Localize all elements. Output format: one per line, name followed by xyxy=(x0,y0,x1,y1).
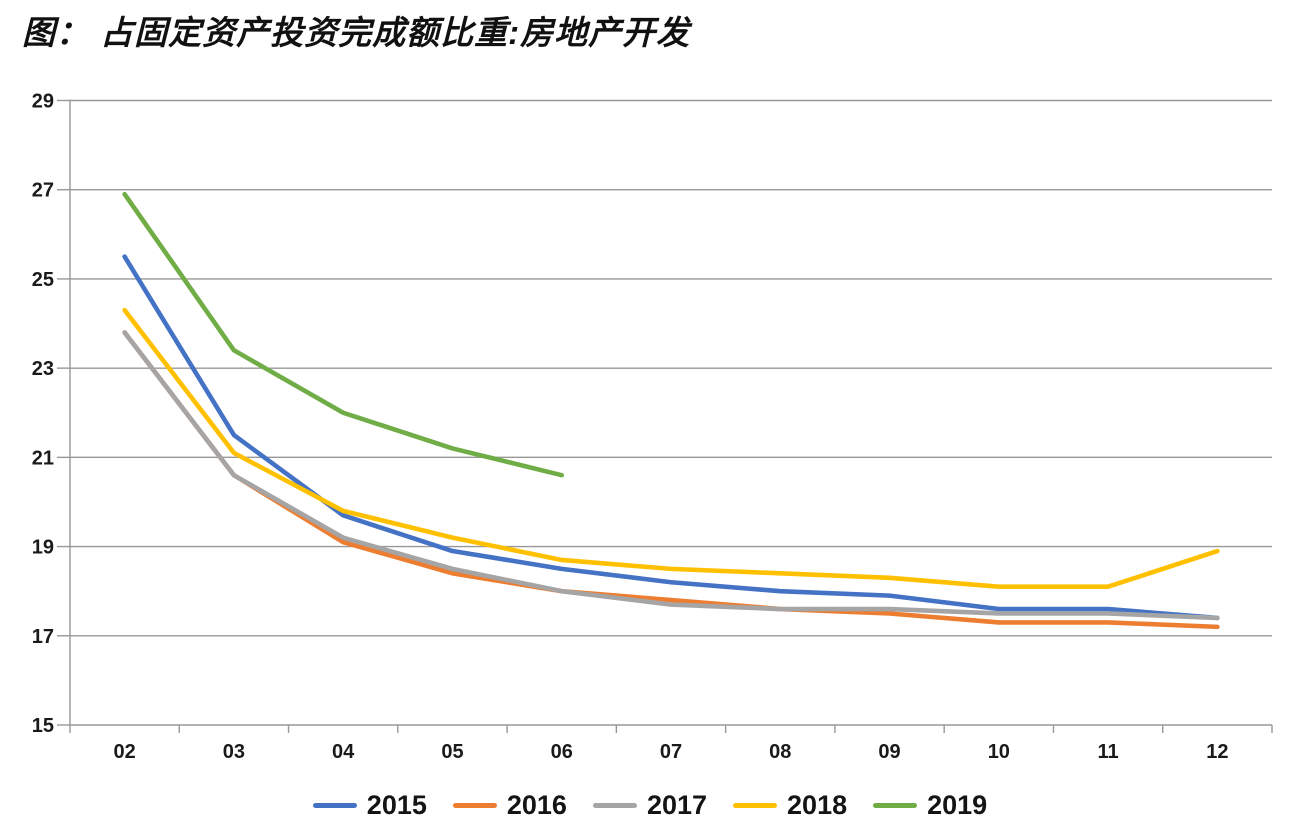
x-axis-tick-label: 08 xyxy=(769,741,791,763)
legend-swatch-2016 xyxy=(452,802,497,808)
y-axis-tick-label: 19 xyxy=(32,537,54,559)
x-axis-tick-label: 05 xyxy=(441,741,463,763)
y-axis-tick-label: 21 xyxy=(32,447,54,469)
legend-swatch-2018 xyxy=(733,802,778,808)
x-axis-tick-label: 07 xyxy=(660,741,682,763)
series-line-2016 xyxy=(122,330,1220,630)
legend-item-2015: 2015 xyxy=(312,789,427,820)
y-axis-tick-label: 15 xyxy=(32,715,54,737)
legend-swatch-2015 xyxy=(312,802,357,808)
legend-label: 2018 xyxy=(787,789,848,820)
y-axis-tick-label: 17 xyxy=(32,626,54,648)
x-axis-tick-label: 03 xyxy=(223,741,245,763)
x-axis-tick-label: 11 xyxy=(1098,741,1119,763)
legend-swatch-2019 xyxy=(873,802,918,808)
legend-item-2019: 2019 xyxy=(873,789,988,820)
chart-title: 图： 占固定资产投资完成额比重:房地产开发 xyxy=(22,14,691,51)
legend-label: 2019 xyxy=(927,789,988,820)
series-line-2018 xyxy=(122,307,1220,590)
series-line-2017 xyxy=(122,330,1220,621)
x-axis-tick-label: 06 xyxy=(551,741,573,763)
x-axis-tick-label: 12 xyxy=(1206,741,1228,763)
y-axis-tick-label: 23 xyxy=(32,358,54,380)
legend-label: 2017 xyxy=(646,789,708,820)
legend-item-2017: 2017 xyxy=(592,789,708,820)
x-axis-tick-label: 10 xyxy=(988,741,1010,763)
x-axis-tick-label: 09 xyxy=(878,741,900,763)
series-line-2019 xyxy=(122,191,565,478)
series-line-2015 xyxy=(122,254,1220,621)
x-axis-tick-label: 04 xyxy=(332,741,355,763)
legend-swatch-2017 xyxy=(592,802,637,808)
y-axis-tick-label: 29 xyxy=(32,91,54,113)
legend-item-2016: 2016 xyxy=(452,789,567,820)
legend-label: 2016 xyxy=(506,789,567,820)
y-axis-tick-label: 27 xyxy=(32,180,54,202)
legend-label: 2015 xyxy=(366,789,427,820)
legend-item-2018: 2018 xyxy=(733,789,848,820)
x-axis-tick-label: 02 xyxy=(114,741,136,763)
chart-legend: 2015 2016 2017 2018 2019 xyxy=(0,782,1300,828)
y-axis-tick-label: 25 xyxy=(32,269,54,291)
